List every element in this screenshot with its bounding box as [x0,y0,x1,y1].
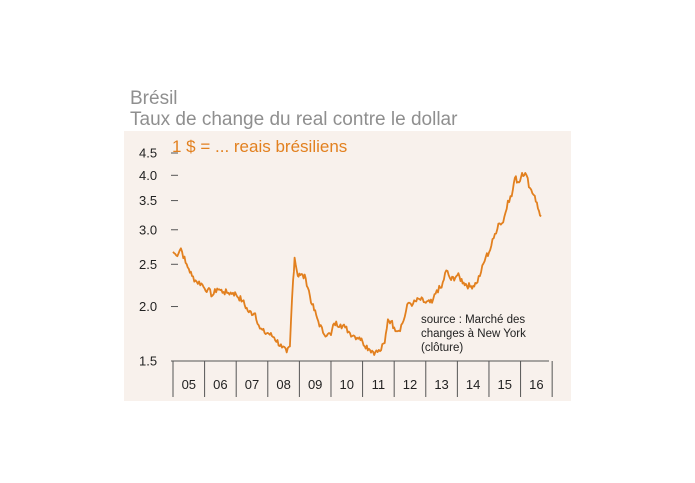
x-tick-label: 05 [182,377,196,392]
y-tick-label: 3.0 [139,222,157,237]
x-tick-label: 16 [529,377,543,392]
x-tick-label: 09 [308,377,322,392]
x-tick-label: 13 [434,377,448,392]
y-tick-label: 2.0 [139,299,157,314]
source-line-3: (clôture) [421,342,463,354]
y-axis: 1.5 2.0 2.5 3.0 3.5 4.0 4.5 [139,146,178,369]
y-tick-label: 4.5 [139,146,157,161]
chart-panel [124,131,571,401]
x-tick-label: 06 [213,377,227,392]
x-tick-label: 12 [403,377,417,392]
x-tick-label: 10 [340,377,354,392]
source-note: source : Marché des changes à New York (… [421,314,526,354]
x-tick-label: 07 [245,377,259,392]
y-tick-label: 2.5 [139,257,157,272]
y-tick-label: 4.0 [139,168,157,183]
source-line-1: source : Marché des [421,314,525,326]
chart-country-title: Brésil [130,88,178,109]
chart-subtitle: Taux de change du real contre le dollar [130,109,458,130]
x-tick-label: 15 [498,377,512,392]
unit-label: 1 $ = ... reais brésiliens [172,137,347,156]
source-line-2: changes à New York [421,328,526,340]
y-tick-label: 1.5 [139,354,157,369]
x-tick-label: 08 [276,377,290,392]
y-tick-label: 3.5 [139,193,157,208]
x-tick-label: 14 [466,377,480,392]
rate-line [172,172,542,356]
x-tick-label: 11 [372,377,386,392]
x-axis: 05 06 07 08 09 10 11 12 13 14 15 16 [172,360,553,397]
